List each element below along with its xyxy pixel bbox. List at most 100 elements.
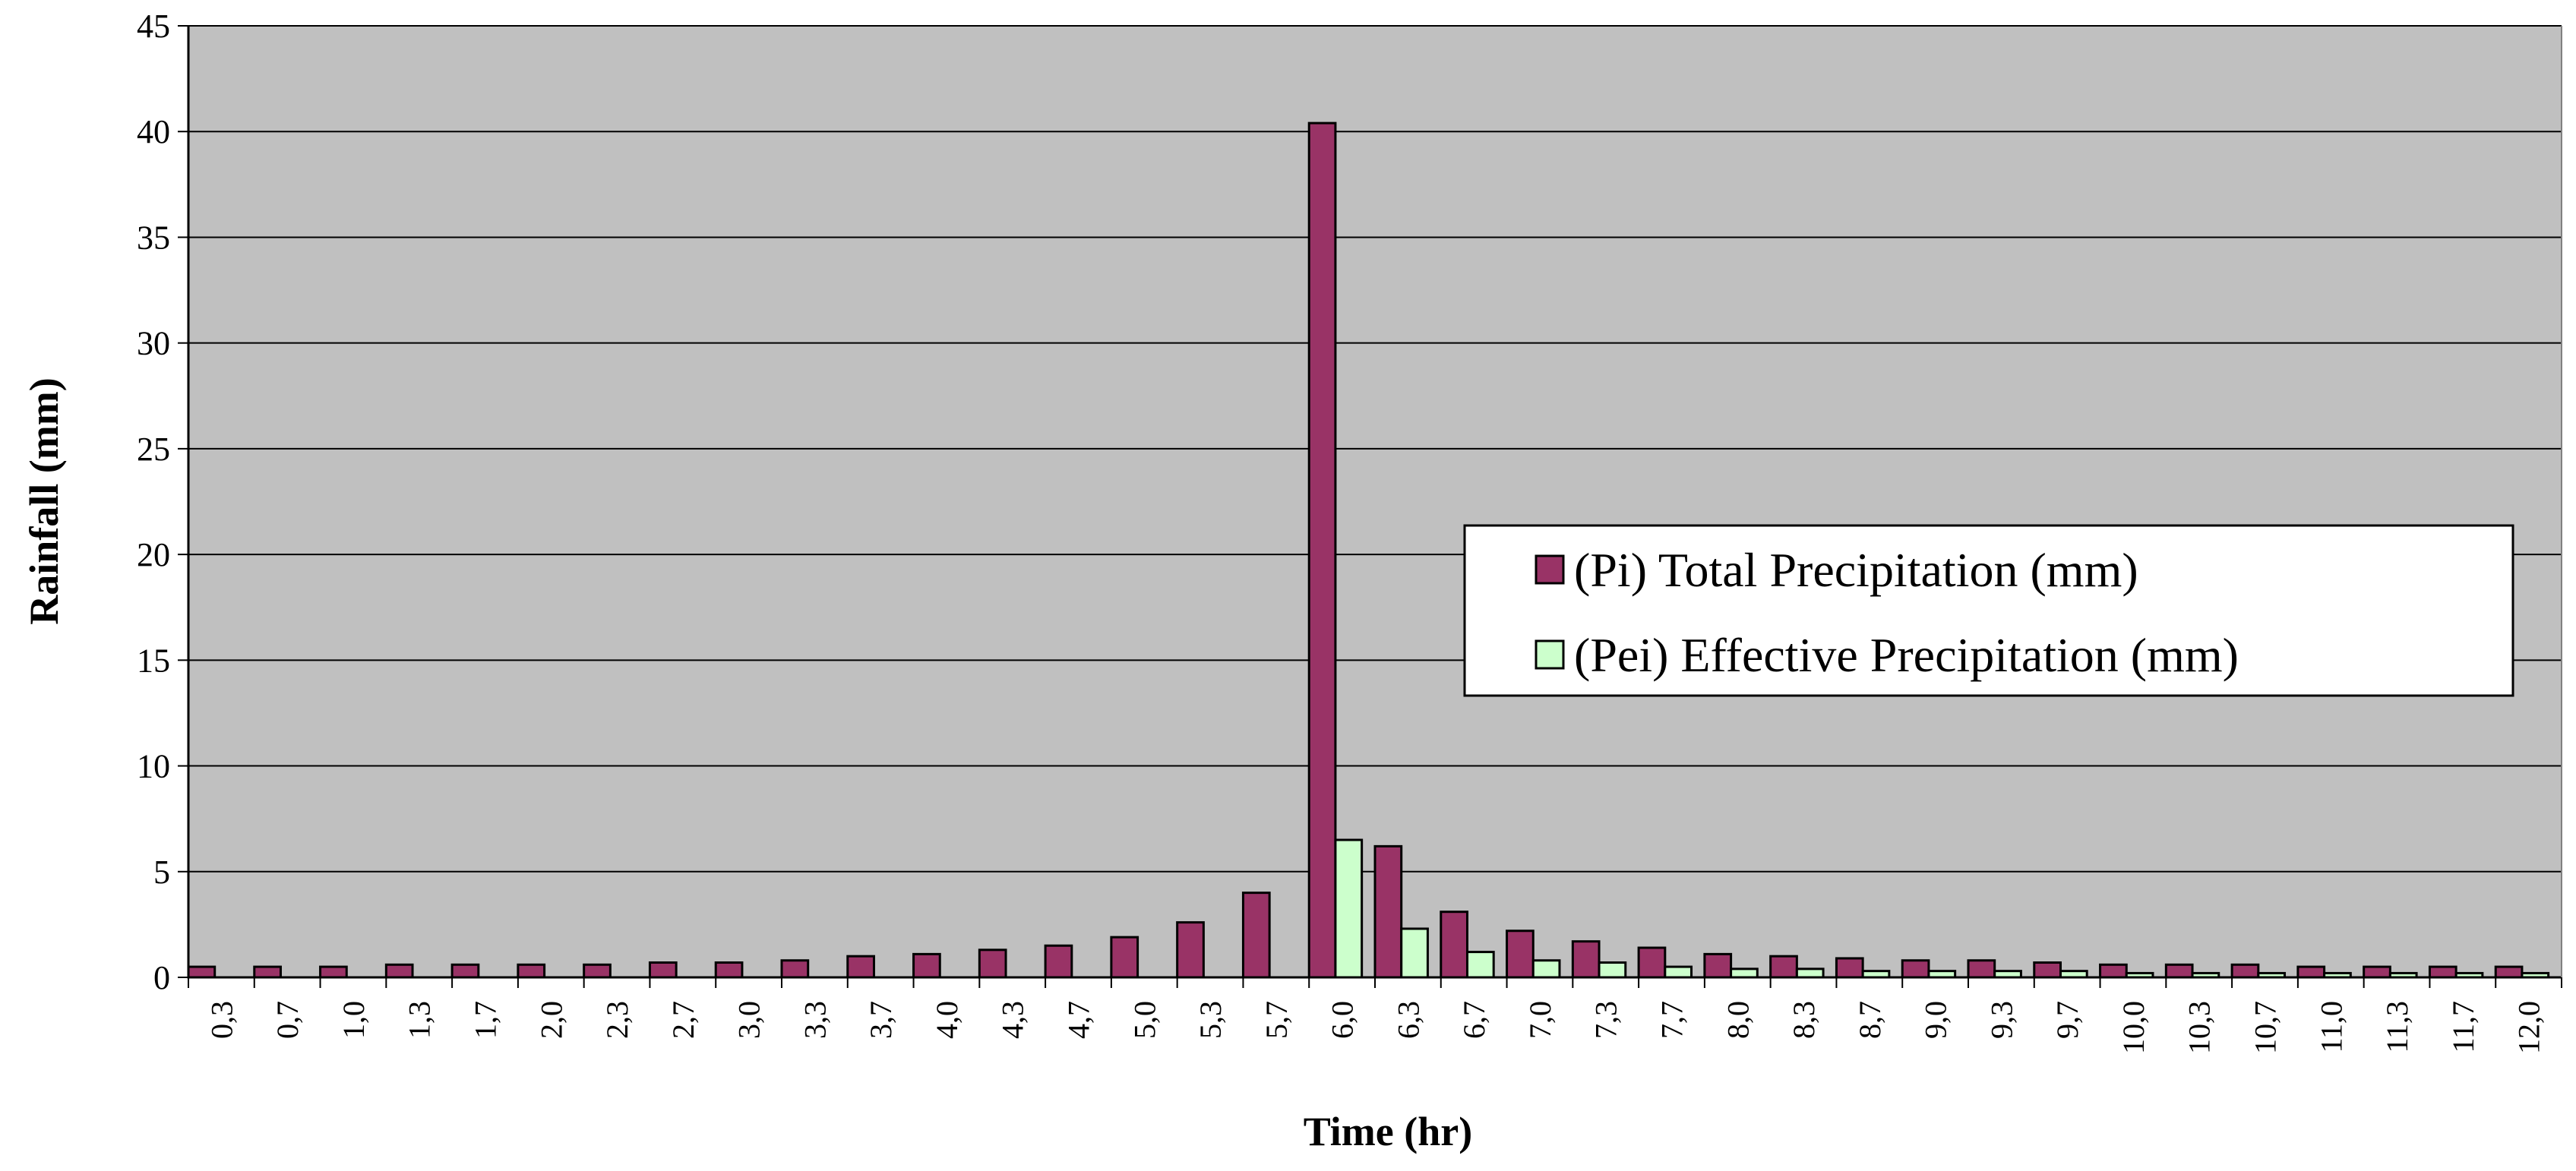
bar-total xyxy=(1440,911,1468,979)
x-tick-label: 10,0 xyxy=(2116,1001,2151,1054)
x-tick-label: 1,7 xyxy=(469,1001,503,1039)
bar-total xyxy=(1044,944,1073,979)
x-tick-label: 2,7 xyxy=(666,1001,700,1039)
x-tick-label: 8,0 xyxy=(1721,1001,1755,1039)
bar-total xyxy=(2363,965,2391,979)
bar-effective xyxy=(1795,967,1825,979)
bar-total xyxy=(1241,892,1271,979)
y-tick-label: 40 xyxy=(137,113,170,150)
bar-total xyxy=(384,963,414,979)
legend-swatch-effective xyxy=(1535,639,1565,670)
x-tick-label: 5,3 xyxy=(1193,1001,1228,1039)
bar-effective xyxy=(1465,951,1495,979)
bar-total xyxy=(1637,946,1667,979)
x-tick-label: 5,7 xyxy=(1260,1001,1294,1039)
bar-total xyxy=(2296,965,2326,979)
bar-total xyxy=(2428,965,2457,979)
x-tick-label: 8,7 xyxy=(1853,1001,1887,1039)
x-tick-label: 1,3 xyxy=(403,1001,437,1039)
x-tick-label: 7,7 xyxy=(1655,1001,1689,1039)
bar-total xyxy=(2033,961,2062,979)
bar-total xyxy=(187,965,217,979)
legend-box xyxy=(1463,524,2514,697)
legend-swatch-total xyxy=(1535,554,1565,585)
bar-effective xyxy=(1334,838,1364,979)
bar-total xyxy=(2494,965,2524,979)
bar-effective xyxy=(1730,967,1759,979)
y-tick-label: 20 xyxy=(137,536,170,573)
bar-effective xyxy=(1400,927,1429,979)
bar-total xyxy=(1967,959,1996,979)
x-tick-label: 1,0 xyxy=(337,1001,371,1039)
bar-total xyxy=(978,948,1007,979)
bar-total xyxy=(912,952,941,979)
legend-label-effective: (Pei) Effective Precipitation (mm) xyxy=(1574,628,2239,682)
y-tick-label: 10 xyxy=(137,748,170,785)
x-tick-label: 11,3 xyxy=(2380,1001,2414,1053)
x-tick-label: 11,7 xyxy=(2446,1001,2480,1053)
x-tick-label: 6,3 xyxy=(1391,1001,1425,1039)
x-tick-label: 4,3 xyxy=(996,1001,1030,1039)
y-tick-labels: 0 5 10 15 20 25 30 35 40 45 xyxy=(137,8,170,996)
axes xyxy=(187,26,2562,988)
bar-total xyxy=(1769,955,1798,979)
x-tick-label: 11,0 xyxy=(2314,1001,2348,1053)
x-tick-label: 2,3 xyxy=(600,1001,634,1039)
x-tick-label: 4,7 xyxy=(1062,1001,1096,1039)
legend-label-total: (Pi) Total Precipitation (mm) xyxy=(1574,543,2138,597)
x-tick-label: 5,0 xyxy=(1127,1001,1162,1039)
bar-total xyxy=(1373,844,1403,979)
bar-total xyxy=(1901,959,1930,979)
x-tick-label: 10,3 xyxy=(2182,1001,2217,1054)
x-tick-label: 4,0 xyxy=(930,1001,964,1039)
bar-total xyxy=(517,963,546,979)
x-tick-labels: 0,3 0,7 1,0 1,3 1,7 2,0 2,3 2,7 3,0 3,3 3,7 4,0 4,3 4… xyxy=(204,1001,2546,1054)
x-tick-label: 3,7 xyxy=(864,1001,898,1039)
x-tick-label: 9,7 xyxy=(2050,1001,2085,1039)
x-tick-label: 2,0 xyxy=(534,1001,568,1039)
bar-total xyxy=(2164,963,2194,979)
x-tick-label: 8,3 xyxy=(1787,1001,1821,1039)
x-tick-label: 6,7 xyxy=(1457,1001,1491,1039)
x-tick-label: 7,0 xyxy=(1523,1001,1557,1039)
y-tick-label: 25 xyxy=(137,431,170,468)
gridlines xyxy=(178,25,2562,978)
plot-area xyxy=(188,26,2562,977)
bar-total xyxy=(253,965,282,979)
y-tick-label: 45 xyxy=(137,8,170,45)
x-tick-label: 12,0 xyxy=(2512,1001,2546,1054)
y-tick-label: 35 xyxy=(137,219,170,256)
x-tick-label: 0,3 xyxy=(204,1001,239,1039)
bar-effective xyxy=(1598,961,1627,979)
bar-total xyxy=(450,963,480,979)
x-tick-label: 3,0 xyxy=(732,1001,766,1039)
x-tick-label: 7,3 xyxy=(1589,1001,1623,1039)
x-tick-label: 3,3 xyxy=(798,1001,832,1039)
bar-total xyxy=(1176,921,1205,979)
bar-effective xyxy=(1531,959,1561,979)
y-tick-label: 5 xyxy=(153,854,170,891)
y-tick-label: 30 xyxy=(137,325,170,362)
bar-total xyxy=(1307,122,1337,979)
bar-total xyxy=(1506,930,1535,979)
x-axis-title: Time (hr) xyxy=(1304,1109,1472,1154)
x-tick-label: 9,3 xyxy=(1984,1001,2018,1039)
bar-total xyxy=(2230,963,2260,979)
bar-total xyxy=(1835,957,1864,979)
x-tick-label: 6,0 xyxy=(1326,1001,1360,1039)
bar-total xyxy=(1571,940,1601,979)
bar-total xyxy=(1703,952,1733,979)
bar-total xyxy=(2099,963,2128,979)
bar-total xyxy=(714,961,744,979)
bar-total xyxy=(319,965,348,979)
y-axis-title: Rainfall (mm) xyxy=(21,377,67,624)
x-tick-label: 10,7 xyxy=(2249,1001,2283,1054)
y-tick-label: 15 xyxy=(137,642,170,679)
bar-effective xyxy=(1664,965,1693,979)
y-tick-label: 0 xyxy=(153,959,170,996)
x-tick-label: 9,0 xyxy=(1919,1001,1953,1039)
bar-total xyxy=(648,961,678,979)
bar-total xyxy=(780,959,810,979)
bar-total xyxy=(1110,936,1139,979)
